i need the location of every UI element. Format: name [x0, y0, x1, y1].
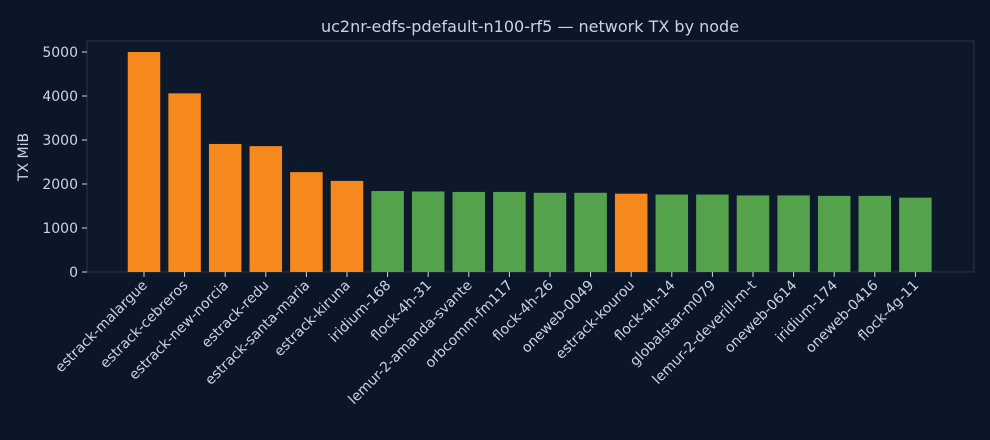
y-tick-label: 2000: [42, 177, 78, 193]
y-axis: 0 1000 2000 3000 4000 5000: [42, 45, 87, 281]
bar-estrack-new-norcia: [208, 143, 242, 272]
bar-flock-4h-31: [411, 191, 445, 272]
y-tick-label: 0: [69, 265, 78, 281]
y-tick-label: 3000: [42, 133, 78, 149]
bar-estrack-cebreros: [168, 93, 201, 272]
x-axis: estrack-malargueestrack-cebrerosestrack-…: [52, 272, 922, 408]
bar-estrack-redu: [249, 146, 283, 272]
y-tick-label: 4000: [42, 89, 78, 105]
bar-flock-4h-26: [533, 192, 567, 272]
chart-title: uc2nr-edfs-pdefault-n100-rf5 — network T…: [321, 17, 739, 36]
y-tick-label: 5000: [42, 45, 78, 61]
bar-globalstar-m079: [696, 194, 729, 272]
bar-estrack-santa-maria: [290, 172, 323, 272]
bar-iridium-168: [371, 191, 404, 272]
y-axis-label: TX MiB: [16, 133, 32, 182]
bar-oneweb-0416: [858, 195, 892, 272]
x-tick-label: oneweb-0049: [518, 278, 597, 357]
bar-flock-4h-14: [655, 194, 689, 272]
bar-oneweb-0049: [574, 192, 607, 272]
bar-orbcomm-fm117: [493, 191, 526, 272]
bars: [127, 52, 932, 272]
x-tick-label: oneweb-0416: [803, 277, 882, 356]
bar-estrack-kourou: [614, 193, 648, 272]
bar-lemur-2-amanda-svante: [452, 191, 486, 272]
x-tick-label: oneweb-0614: [721, 277, 800, 356]
bar-oneweb-0614: [777, 195, 810, 272]
bar-flock-4g-11: [899, 197, 932, 272]
bar-lemur-2-deverill-m-t: [736, 195, 770, 272]
y-tick-label: 1000: [42, 221, 78, 237]
bar-estrack-kiruna: [330, 180, 364, 272]
bar-iridium-174: [817, 195, 851, 272]
bar-estrack-malargue: [127, 52, 161, 272]
